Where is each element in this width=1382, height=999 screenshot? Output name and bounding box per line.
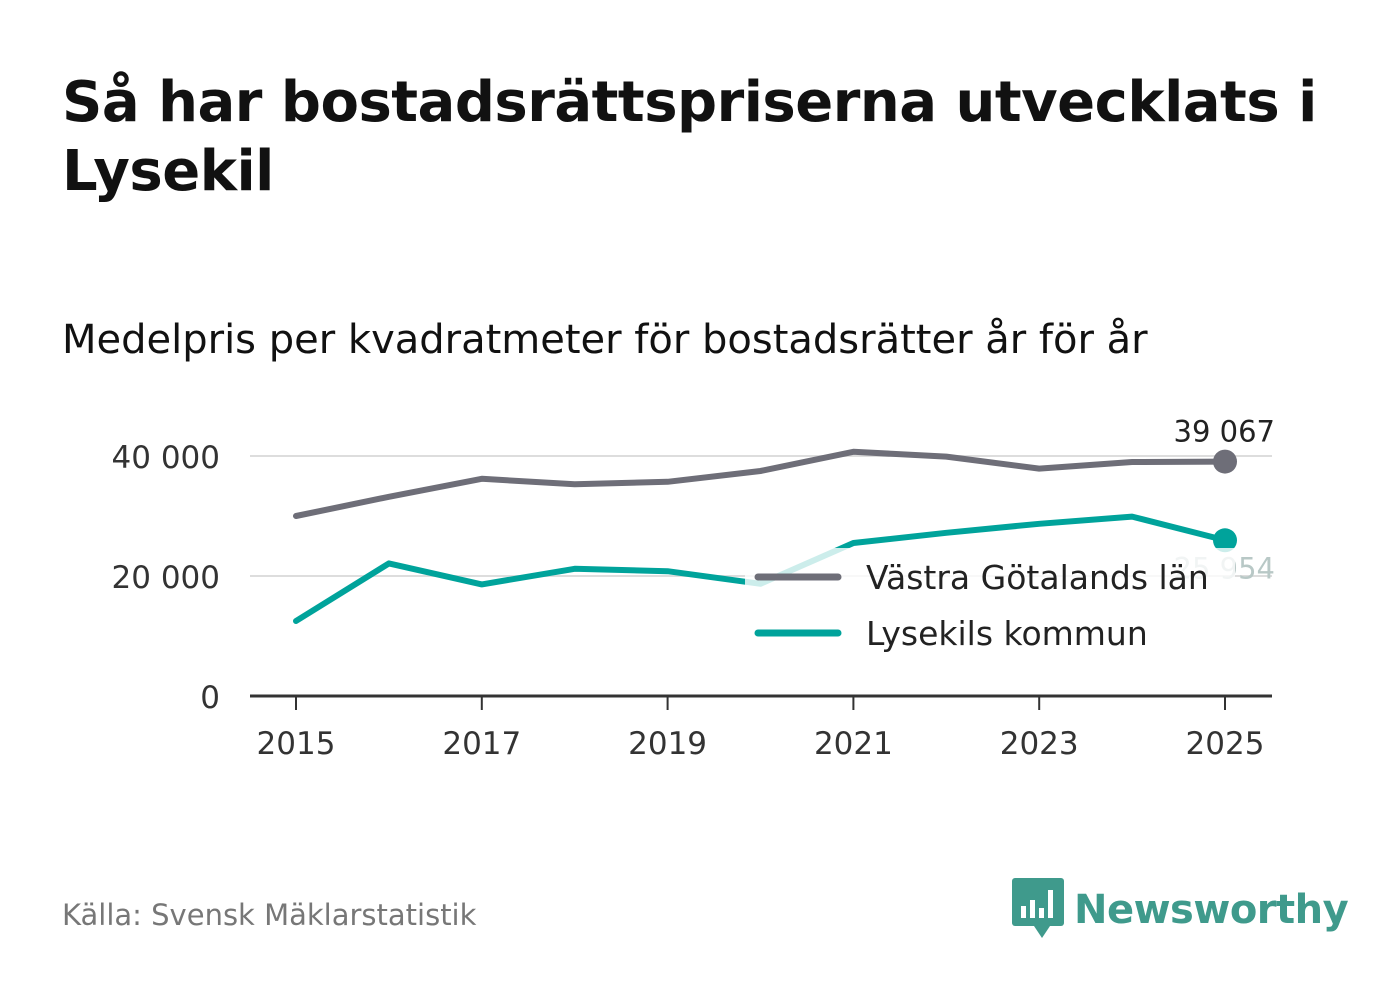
chart-title: Så har bostadsrättspriserna utvecklats i…: [62, 70, 1317, 204]
legend-label: Lysekils kommun: [866, 614, 1148, 653]
end-value-label: 39 067: [1174, 415, 1275, 449]
x-tick-label: 2019: [628, 726, 707, 762]
y-tick-label: 0: [200, 680, 220, 716]
x-axis: 2015 2017 2019 2021 2023 2025: [250, 694, 1272, 762]
x-tick-label: 2023: [1000, 726, 1079, 762]
y-tick-label: 40 000: [112, 440, 220, 476]
brand-logo[interactable]: Newsworthy: [1012, 878, 1349, 942]
x-tick-label: 2021: [814, 726, 893, 762]
series-end-point-0: [1213, 449, 1237, 474]
x-tick-label: 2025: [1186, 726, 1265, 762]
legend-label: Västra Götalands län: [866, 558, 1209, 597]
x-tick-label: 2015: [257, 726, 336, 762]
y-tick-label: 20 000: [112, 560, 220, 596]
series-line-0: [293, 448, 1228, 519]
legend: Västra Götalands län Lysekils kommun: [745, 548, 1235, 660]
series-end-point-1: [1213, 528, 1237, 553]
chart-subtitle: Medelpris per kvadratmeter för bostadsrä…: [62, 317, 1148, 363]
bar-chart-speech-bubble-icon: [1012, 878, 1064, 942]
legend-background: [745, 548, 1235, 660]
brand-name: Newsworthy: [1074, 887, 1349, 933]
x-tick-label: 2017: [442, 726, 521, 762]
source-note: Källa: Svensk Mäklarstatistik: [62, 898, 477, 932]
